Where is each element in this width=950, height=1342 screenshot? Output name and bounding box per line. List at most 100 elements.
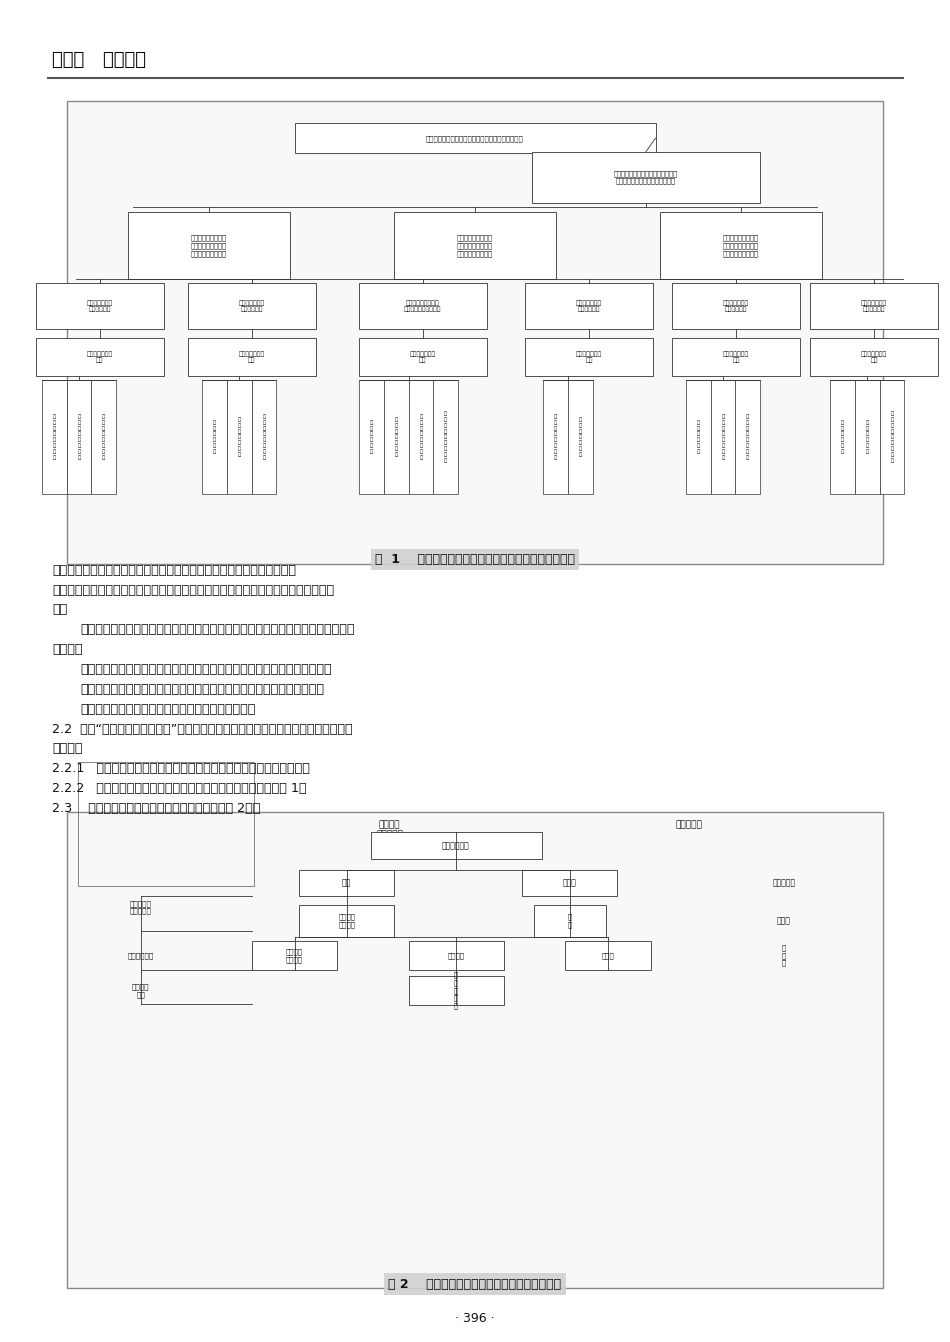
FancyBboxPatch shape [299,870,394,896]
FancyBboxPatch shape [543,380,568,494]
Text: 专职安全监視工
程师: 专职安全监視工 程师 [409,350,436,364]
FancyBboxPatch shape [408,941,504,970]
Text: 安全监視领导小
组成员：主任: 安全监視领导小 组成员：主任 [86,299,113,313]
Text: 总监理: 总监理 [563,879,577,887]
FancyBboxPatch shape [188,338,315,376]
FancyBboxPatch shape [735,380,760,494]
Text: 安监组总监
固安部主任: 安监组总监 固安部主任 [129,900,152,914]
Text: 分管工程部门副总监：分管部位安全责任人、安全监視领导小组副组长。: 分管工程部门副总监：分管部位安全责任人、安全监視领导小组副组长。 [52,564,296,577]
FancyBboxPatch shape [711,380,735,494]
Text: · 396 ·: · 396 · [455,1312,495,1326]
FancyBboxPatch shape [880,380,904,494]
Text: 兼职安全监視工
程师: 兼职安全监視工 程师 [861,350,887,364]
FancyBboxPatch shape [128,212,290,279]
FancyBboxPatch shape [394,212,556,279]
FancyBboxPatch shape [202,380,227,494]
Text: 地
下
支
护
开
挖
灉
浆
组: 地 下 支 护 开 挖 灉 浆 组 [890,411,894,463]
FancyBboxPatch shape [384,380,408,494]
Text: 监
理
工
程
师: 监 理 工 程 师 [454,972,458,1009]
Text: 三峡委会
工程建设部: 三峡委会 工程建设部 [376,820,403,839]
Text: 责任制。: 责任制。 [52,742,83,756]
FancyBboxPatch shape [522,870,618,896]
FancyBboxPatch shape [294,123,656,153]
Text: 兼职安全监視工
程师: 兼职安全监視工 程师 [576,350,602,364]
FancyBboxPatch shape [188,283,315,329]
Text: 安全监視领导小
组成员：主任: 安全监視领导小 组成员：主任 [576,299,602,313]
Text: 拌
和
楼
设
备
组
长: 拌 和 楼 设 备 组 长 [579,417,582,456]
Text: 安全总队办: 安全总队办 [675,820,702,829]
FancyBboxPatch shape [359,283,486,329]
FancyBboxPatch shape [524,338,654,376]
Text: 安全治理部: 安全治理部 [772,879,795,887]
Text: 安全生产监視整改常务负责人、安全
监視领导小组常务副组长：副总监: 安全生产监視整改常务负责人、安全 监視领导小组常务副组长：副总监 [614,170,678,184]
FancyBboxPatch shape [66,380,91,494]
Text: 金
结
安
装
四
五
六
组: 金 结 安 装 四 五 六 组 [746,415,750,459]
Text: 安监工程组长: 安监工程组长 [127,953,154,958]
Text: 总监: 总监 [342,879,352,887]
Text: 兼职安全监視工
程师: 兼职安全监視工 程师 [723,350,750,364]
Text: 2.2.2   中南院三峡建设监理中心安全生产监視岗位责任制见附件 1。: 2.2.2 中南院三峡建设监理中心安全生产监視岗位责任制见附件 1。 [52,782,307,794]
FancyBboxPatch shape [252,380,276,494]
Text: 地
下
竖
井
组
长: 地 下 竖 井 组 长 [841,420,845,454]
FancyBboxPatch shape [359,338,486,376]
FancyBboxPatch shape [809,283,938,329]
Text: 安监工程
组长: 安监工程 组长 [132,984,149,997]
FancyBboxPatch shape [686,380,711,494]
Text: 安全监視领导小
组成员：主任: 安全监視领导小 组成员：主任 [723,299,750,313]
Text: 安全监視领导小
组成员：主任: 安全监視领导小 组成员：主任 [861,299,887,313]
Text: 2.3    永久船闸现场安全生产监視治理体系（见图 2）。: 2.3 永久船闸现场安全生产监視治理体系（见图 2）。 [52,803,260,815]
FancyBboxPatch shape [370,832,542,859]
Text: 地
面
基
础
处
理
组
长: 地 面 基 础 处 理 组 长 [102,415,105,459]
Text: 地
面
决
路
处
理
组
长: 地 面 决 路 处 理 组 长 [262,415,266,459]
FancyBboxPatch shape [91,380,116,494]
Text: 地
下
平
洞
组
长: 地 下 平 洞 组 长 [865,420,869,454]
Text: 质安局部管安全副主任：安全监視办公室主任兼专职安全监視工程组组长。: 质安局部管安全副主任：安全监視办公室主任兼专职安全监視工程组组长。 [81,663,332,676]
Text: 专职安全监視工
程师: 专职安全监視工 程师 [86,350,113,364]
FancyBboxPatch shape [568,380,593,494]
FancyBboxPatch shape [565,941,651,970]
FancyBboxPatch shape [66,812,884,1288]
Text: 专职安全工程组：配专职安全监視工程师假设干名。: 专职安全工程组：配专职安全监視工程师假设干名。 [81,703,256,715]
FancyBboxPatch shape [673,283,800,329]
Text: 工程部、技术部、综合部主任：本部门监理范围安全第一责任人、安全监視领导小: 工程部、技术部、综合部主任：本部门监理范围安全第一责任人、安全监視领导小 [81,623,355,636]
Text: 区
长: 区 长 [568,914,572,927]
Text: 安全办: 安全办 [777,917,790,925]
Text: 长。: 长。 [52,604,67,616]
Text: 监
理
内
部
综
合
组
长: 监 理 内 部 综 合 组 长 [52,415,56,459]
FancyBboxPatch shape [809,338,938,376]
FancyBboxPatch shape [35,338,163,376]
Text: 分管安全副总监（副总工）：安全监視整改常务负责人，安全监視领导小组常务副组: 分管安全副总监（副总工）：安全监視整改常务负责人，安全监視领导小组常务副组 [52,584,334,596]
FancyBboxPatch shape [359,380,384,494]
FancyBboxPatch shape [408,976,504,1005]
FancyBboxPatch shape [660,212,822,279]
Text: 副副总监
工程主任: 副副总监 工程主任 [338,914,355,927]
FancyBboxPatch shape [532,152,760,203]
FancyBboxPatch shape [408,380,433,494]
FancyBboxPatch shape [673,338,800,376]
Text: 组成员。: 组成员。 [52,643,83,656]
Text: 2.2  遵照“安全生产、人人有责”的原则，监理单位和施工单位都要制订安全生产岗位: 2.2 遵照“安全生产、人人有责”的原则，监理单位和施工单位都要制订安全生产岗位 [52,722,352,735]
FancyBboxPatch shape [299,905,394,937]
FancyBboxPatch shape [534,905,606,937]
Text: 地
下
工
程
拌
和
楼
组
长: 地 下 工 程 拌 和 楼 组 长 [444,411,447,463]
FancyBboxPatch shape [35,283,163,329]
Text: 图 2    永久船闸工程现场安全生产监視治理体系: 图 2 永久船闸工程现场安全生产监視治理体系 [389,1278,561,1291]
Text: 地
面
工
程
组
长: 地 面 工 程 组 长 [370,420,373,454]
Text: 工程主任
工程督导: 工程主任 工程督导 [286,949,303,962]
Text: 安
全
员: 安 全 员 [782,945,786,966]
Text: 工程部工程组长：本组监理范围安全第一责任人，兼职安全监視工程师。: 工程部工程组长：本组监理范围安全第一责任人，兼职安全监視工程师。 [81,683,325,695]
Text: 电
气
液
压
组
长: 电 气 液 压 组 长 [696,420,700,454]
Text: 金结工程安全监視负
责人、安全监視领导
小组副组长：副总监: 金结工程安全监視负 责人、安全监視领导 小组副组长：副总监 [457,235,493,256]
FancyBboxPatch shape [66,101,884,564]
Text: 安全监視领导小
组成员：主任: 安全监視领导小 组成员：主任 [238,299,265,313]
Text: 安全监視办公室主任
、兼专职工程师组组长: 安全监視办公室主任 、兼专职工程师组组长 [404,299,442,313]
Text: 兼职安全监視工
程师: 兼职安全监視工 程师 [238,350,265,364]
FancyBboxPatch shape [830,380,855,494]
FancyBboxPatch shape [433,380,458,494]
Text: 工程工长: 工程工长 [447,953,465,958]
Text: 构建工程部一: 构建工程部一 [442,841,470,849]
Text: 班组长: 班组长 [601,953,615,958]
Text: 建
筑
桥
梁
组
长: 建 筑 桥 梁 组 长 [213,420,217,454]
Text: 涧
则
三
四
五
级
组
长: 涧 则 三 四 五 级 组 长 [77,415,81,459]
FancyBboxPatch shape [252,941,337,970]
